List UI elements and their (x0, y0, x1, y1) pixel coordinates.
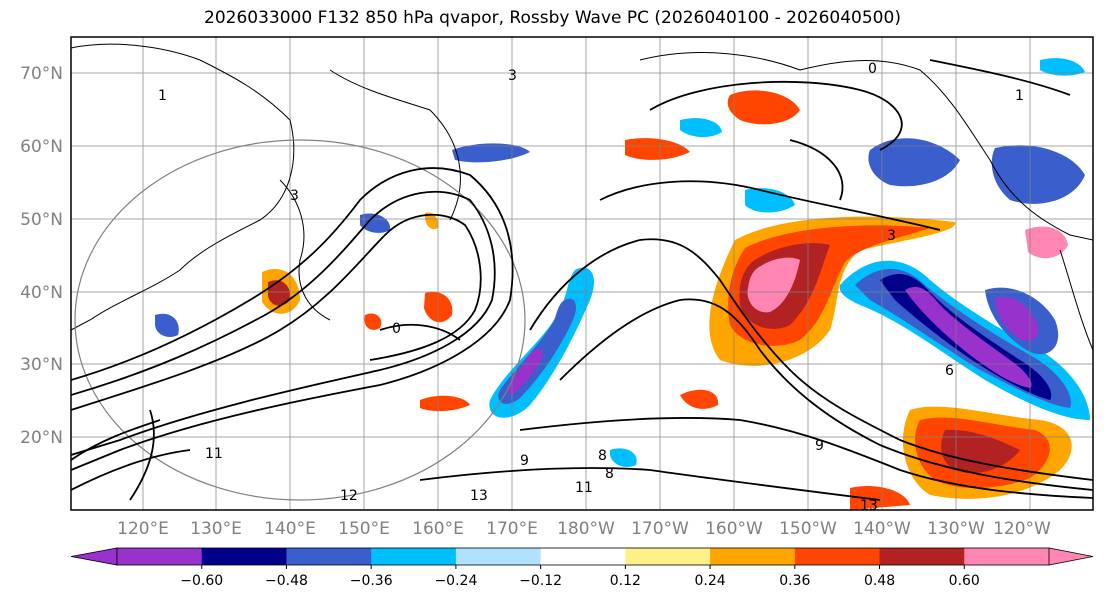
colorbar-extend-high (1048, 547, 1094, 566)
plot-title: 2026033000 F132 850 hPa qvapor, Rossby W… (204, 8, 901, 28)
negative-anomaly-northeast-2 (991, 145, 1085, 204)
colorbar-tick-label: −0.36 (350, 573, 393, 589)
lon-tick-label: 120°E (117, 519, 169, 539)
positive-anomaly-north-2 (625, 138, 690, 160)
colorbar-tick-label: −0.48 (265, 573, 308, 589)
latitude-labels: 70°N 60°N 50°N 40°N 30°N 20°N (20, 64, 63, 448)
negative-anomaly-aleutian (452, 143, 530, 163)
colorbar-segment (794, 548, 881, 565)
contour-label: 13 (860, 498, 878, 514)
negative-anomaly-coast-max (995, 296, 1039, 342)
colorbar-tick-label: −0.12 (519, 573, 562, 589)
lon-tick-label: 170°W (631, 519, 689, 539)
lon-tick-label: 130°W (927, 519, 985, 539)
lat-tick-label: 50°N (20, 210, 63, 230)
negative-anomaly-east-max (905, 286, 1032, 388)
lon-tick-label: 170°E (486, 519, 538, 539)
colorbar-tick-label: 0.12 (610, 573, 641, 589)
contour-label: 11 (575, 480, 593, 496)
negative-anomaly-bering (680, 118, 722, 138)
contour-lines (71, 59, 1093, 501)
negative-anomaly-kamchatka (360, 213, 391, 233)
contour-label: 9 (815, 438, 824, 454)
lon-tick-label: 150°E (338, 519, 390, 539)
colorbar-segment (540, 548, 626, 565)
lon-tick-label: 140°E (264, 519, 316, 539)
positive-anomaly-pacific-2 (364, 313, 382, 330)
negative-anomaly-north-pacific (745, 188, 795, 213)
lon-tick-label: 140°W (853, 519, 911, 539)
positive-anomaly-north (727, 90, 800, 125)
contour-label: 3 (508, 68, 517, 84)
colorbar-tick-label: −0.60 (180, 573, 223, 589)
map-content: 0 1 3 0 1 3 6 9 8 8 9 11 12 13 13 11 3 (71, 37, 1093, 514)
positive-anomaly-pacific-3 (420, 395, 470, 412)
negative-anomaly-korea (155, 313, 179, 337)
colorbar-segment (371, 548, 457, 565)
contour-labels: 0 1 3 0 1 3 6 9 8 8 9 11 12 13 13 11 3 (158, 61, 1024, 514)
colorbar: −0.60 −0.48 −0.36 −0.24 −0.12 0.12 0.24 0.36 0.4… (70, 547, 1094, 589)
positive-anomaly-central-peak (747, 257, 800, 313)
lon-tick-label: 120°W (993, 519, 1051, 539)
coastlines (71, 43, 1093, 351)
contour-label: 9 (520, 453, 529, 469)
lat-tick-label: 40°N (20, 283, 63, 303)
contour-label: 8 (598, 448, 607, 464)
colorbar-segment (455, 548, 542, 565)
colorbar-segment (964, 548, 1050, 565)
colorbar-border (116, 547, 1050, 566)
positive-anomaly-south (850, 485, 910, 510)
colorbar-segment (879, 548, 965, 565)
contour-label: 11 (205, 446, 223, 462)
lat-tick-label: 70°N (20, 64, 63, 84)
contour-label: 12 (340, 488, 358, 504)
negative-anomaly-northeast (868, 138, 960, 187)
contour-label: 3 (887, 228, 896, 244)
colorbar-tick-label: 0.48 (864, 573, 895, 589)
lon-tick-label: 180°W (557, 519, 615, 539)
contour-label: 3 (290, 188, 299, 204)
contour-label: 1 (158, 88, 167, 104)
colorbar-segment (117, 548, 203, 565)
lat-tick-label: 20°N (20, 428, 63, 448)
colorbar-segment (710, 548, 796, 565)
lon-tick-label: 160°W (705, 519, 763, 539)
colorbar-tick-label: 0.24 (695, 573, 726, 589)
colorbar-extend-low (70, 547, 118, 566)
positive-anomaly-kuril (424, 212, 439, 230)
contour-label: 8 (605, 466, 614, 482)
colorbar-segment (201, 548, 287, 565)
contour-label: 0 (392, 321, 401, 337)
map-border (70, 36, 1094, 511)
lon-tick-label: 150°W (779, 519, 837, 539)
contour-label: 0 (868, 61, 877, 77)
colorbar-tick-label: 0.60 (949, 573, 980, 589)
positive-anomaly-japan-core (268, 280, 291, 306)
negative-anomaly-tropics (610, 448, 637, 467)
lat-tick-label: 30°N (20, 355, 63, 375)
positive-anomaly-hawaii (680, 389, 719, 409)
colorbar-segment (286, 548, 372, 565)
region-circle (74, 139, 526, 501)
negative-anomaly-arctic (1040, 58, 1085, 76)
contour-label: 13 (470, 488, 488, 504)
positive-anomaly-gulf-peak (1025, 226, 1068, 259)
colorbar-tick-label: −0.24 (434, 573, 477, 589)
positive-anomaly-southeast-max (941, 429, 1020, 474)
longitude-labels: 120°E 130°E 140°E 150°E 160°E 170°E 180°… (117, 519, 1051, 539)
contour-label: 6 (945, 363, 954, 379)
colorbar-tick-label: 0.36 (779, 573, 810, 589)
colorbar-segment (625, 548, 711, 565)
contour-label: 1 (1015, 88, 1024, 104)
lon-tick-label: 160°E (412, 519, 464, 539)
negative-anomaly-central-max (508, 348, 543, 395)
colorbar-ticks: −0.60 −0.48 −0.36 −0.24 −0.12 0.12 0.24 0.36 0.4… (180, 565, 980, 589)
colorbar-segments (70, 547, 1094, 566)
lat-tick-label: 60°N (20, 137, 63, 157)
lon-tick-label: 130°E (190, 519, 242, 539)
